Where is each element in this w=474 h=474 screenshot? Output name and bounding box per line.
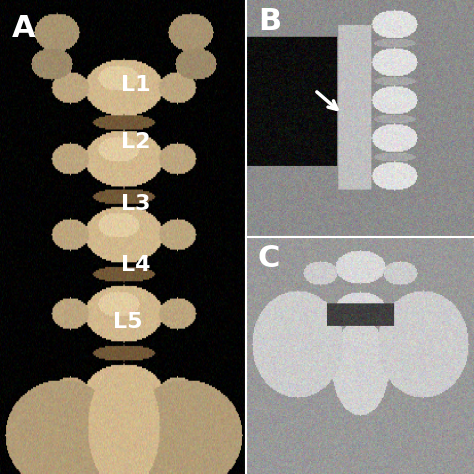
Text: ⬛: ⬛ bbox=[451, 214, 456, 223]
Text: L2: L2 bbox=[121, 132, 150, 152]
Text: A: A bbox=[12, 14, 36, 43]
Text: C: C bbox=[258, 244, 280, 273]
Text: L1: L1 bbox=[121, 75, 150, 95]
Text: B: B bbox=[258, 7, 281, 36]
Text: L5: L5 bbox=[113, 312, 143, 332]
Text: L4: L4 bbox=[121, 255, 150, 275]
Text: L3: L3 bbox=[121, 194, 150, 214]
